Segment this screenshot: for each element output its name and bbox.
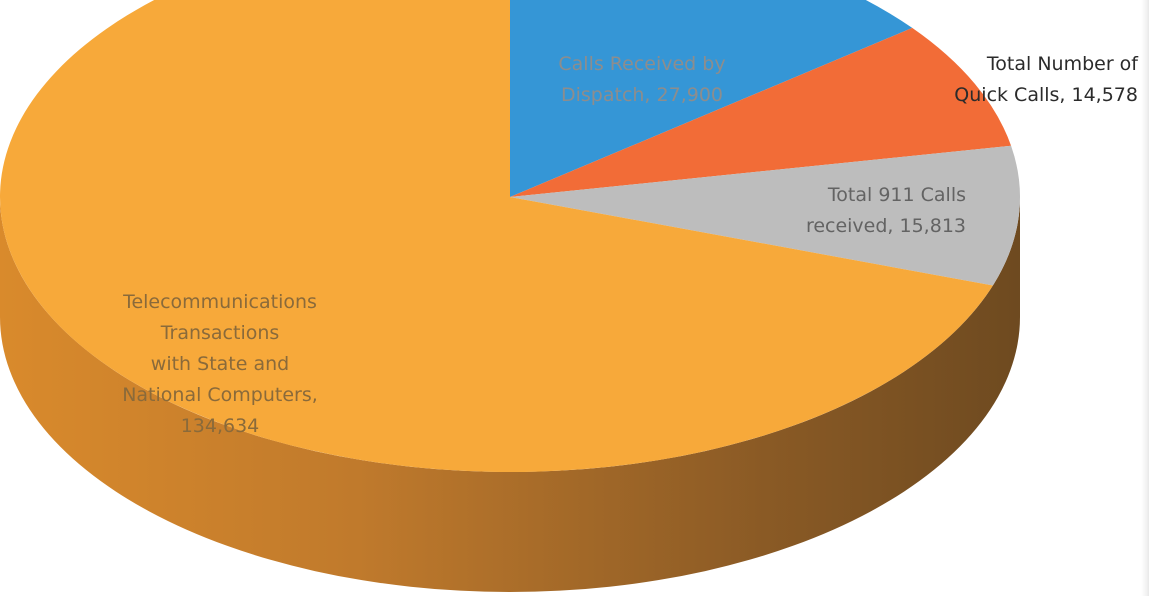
slice-label-3: Total 911 Calls received, 15,813: [806, 184, 966, 237]
page-edge: [1141, 0, 1149, 596]
slice-label-line: Quick Calls, 14,578: [954, 84, 1138, 106]
slice-label-line: Transactions: [160, 322, 280, 344]
slice-label-line: Total Number of: [986, 53, 1139, 75]
slice-label-line: Calls Received by: [558, 53, 725, 75]
slice-label-2: Total Number of Quick Calls, 14,578: [954, 53, 1139, 106]
slice-label-line: Telecommunications: [122, 291, 317, 313]
slice-label-1: Calls Received by Dispatch, 27,900: [558, 53, 725, 106]
pie-slice-4: [0, 0, 993, 472]
slice-label-line: 134,634: [181, 415, 260, 437]
pie-labels: Calls Received by Dispatch, 27,900 Total N…: [122, 53, 1139, 437]
slice-label-line: received, 15,813: [806, 215, 966, 237]
slice-label-line: with State and: [151, 353, 289, 375]
slice-label-4: Telecommunications Transactions with State…: [122, 291, 318, 437]
pie-slice-2: [510, 27, 1012, 198]
slice-label-line: Total 911 Calls: [827, 184, 966, 206]
slice-label-line: Dispatch, 27,900: [561, 84, 723, 106]
slice-label-line: National Computers,: [122, 384, 318, 406]
pie-side-wall: [0, 197, 1020, 592]
pie-slice-1: [510, 0, 913, 197]
pie-slice-3: [510, 145, 1020, 286]
pie-slices: [0, 0, 1020, 472]
